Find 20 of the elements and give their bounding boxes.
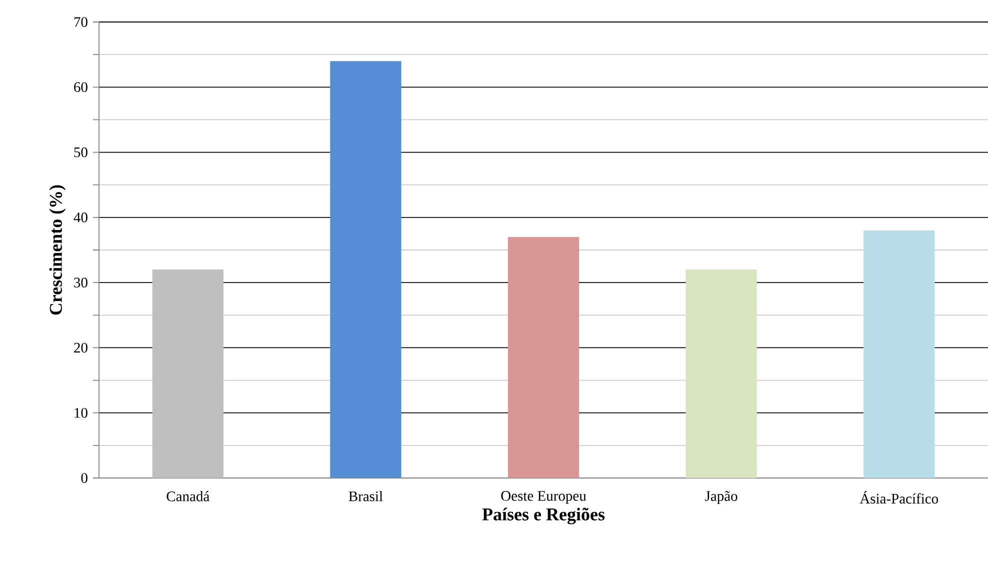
y-tick-label: 30: [74, 278, 88, 288]
x-tick-label: Oeste Europeu: [501, 491, 586, 504]
bar: [330, 61, 402, 478]
y-tick-label: 0: [81, 473, 88, 483]
y-tick-label: 40: [74, 212, 88, 222]
x-tick-label: Ásia-Pacífico: [860, 491, 938, 504]
y-tick-label: 20: [74, 342, 88, 353]
bar: [152, 270, 224, 478]
x-tick-label: Canadá: [166, 491, 210, 502]
x-tick-label: Brasil: [348, 491, 383, 502]
x-tick-label: Japão: [705, 491, 738, 504]
y-tick-label: 50: [74, 147, 88, 158]
y-tick-label: 10: [74, 408, 88, 418]
x-axis-title: Países e Regiões: [482, 508, 605, 524]
bar: [686, 270, 757, 478]
y-axis-title: Crescimento (%): [49, 185, 66, 315]
y-tick-label: 70: [74, 17, 88, 27]
y-tick-label: 60: [74, 82, 88, 92]
bar: [508, 236, 580, 478]
bar: [864, 230, 935, 478]
